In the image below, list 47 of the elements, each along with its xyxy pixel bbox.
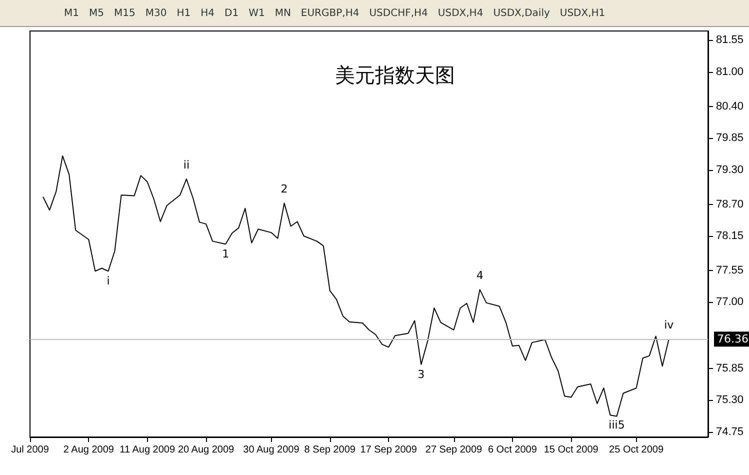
x-tick-label: 30 Aug 2009 bbox=[243, 444, 300, 456]
text: H1 bbox=[176, 6, 192, 20]
annotation: ii bbox=[183, 158, 190, 172]
annotation: 1 bbox=[222, 248, 230, 261]
text: USDX,H1 bbox=[558, 6, 606, 20]
y-tick-label: 78.15 bbox=[716, 230, 744, 242]
annotation: iii5 bbox=[608, 418, 625, 432]
y-tick-label: 75.85 bbox=[716, 362, 744, 374]
text: M1 bbox=[63, 6, 80, 20]
x-tick-label: 17 Sep 2009 bbox=[360, 444, 418, 456]
text: MN bbox=[274, 6, 292, 20]
text: USDX,H4 bbox=[436, 6, 484, 20]
y-tick-label: 74.75 bbox=[716, 426, 744, 438]
annotation: iv bbox=[664, 318, 674, 332]
x-tick-label: 27 Sep 2009 bbox=[425, 444, 483, 456]
annotation: 2 bbox=[280, 182, 288, 196]
y-tick-label: 77.00 bbox=[716, 296, 744, 308]
x-tick-label: Jul 2009 bbox=[11, 444, 50, 456]
text: USDX,Daily bbox=[492, 6, 551, 20]
text: D1 bbox=[224, 6, 240, 20]
text: M30 bbox=[144, 6, 168, 20]
x-tick-label: 15 Oct 2009 bbox=[544, 444, 599, 456]
y-tick-label: 81.55 bbox=[716, 34, 744, 46]
ref-line-label: 76.36 bbox=[717, 332, 748, 346]
annotation: 3 bbox=[418, 368, 425, 381]
y-tick-label: 79.30 bbox=[716, 164, 744, 176]
x-tick-label: 2 Aug 2009 bbox=[63, 444, 114, 456]
text: W1 bbox=[248, 6, 266, 20]
text: 美元指数天图 bbox=[335, 64, 455, 87]
x-tick-label: 25 Oct 2009 bbox=[609, 444, 664, 456]
x-tick-label: 8 Sep 2009 bbox=[304, 444, 356, 456]
x-tick-label: 20 Aug 2009 bbox=[178, 444, 235, 456]
annotation: i bbox=[106, 274, 110, 288]
text: USDCHF,H4 bbox=[368, 6, 429, 20]
y-tick-label: 75.30 bbox=[716, 394, 744, 406]
annotation: 4 bbox=[476, 269, 484, 282]
y-tick-label: 81.00 bbox=[716, 66, 744, 78]
text: M15 bbox=[113, 6, 136, 20]
y-tick-label: 80.40 bbox=[716, 100, 744, 112]
text: M5 bbox=[88, 6, 105, 20]
y-tick-label: 78.70 bbox=[716, 198, 744, 210]
y-tick-label: 77.55 bbox=[716, 264, 744, 277]
y-tick-label: 79.85 bbox=[716, 132, 744, 144]
text: EURGBP,H4 bbox=[300, 6, 360, 20]
x-tick-label: 11 Aug 2009 bbox=[120, 444, 176, 456]
x-tick-label: 6 Oct 2009 bbox=[488, 444, 538, 456]
text: H4 bbox=[200, 6, 216, 20]
